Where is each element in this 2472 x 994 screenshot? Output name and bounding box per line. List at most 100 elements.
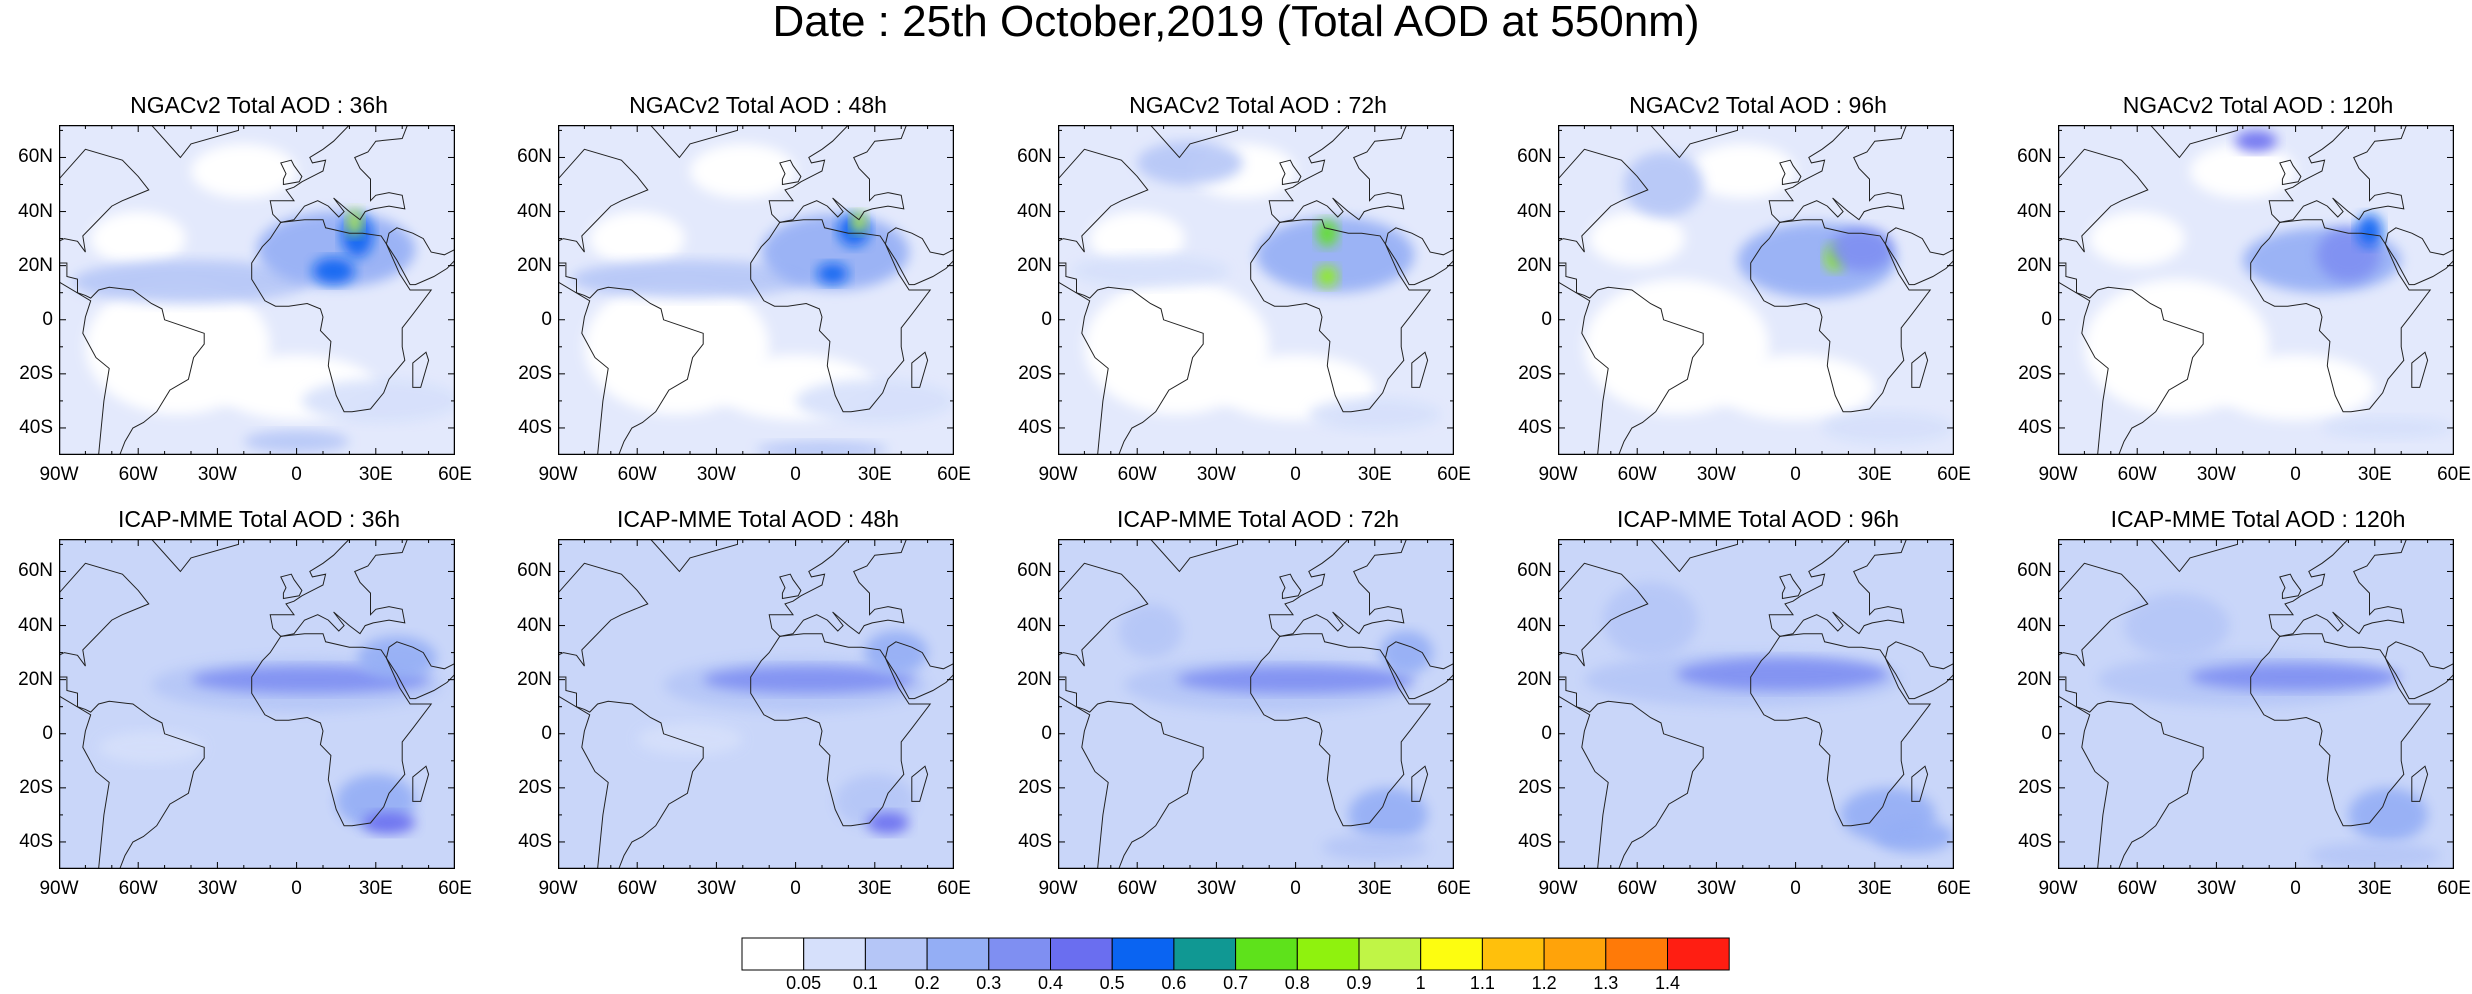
lat-tick-label: 20N [517,254,552,276]
aod-plume [1676,658,1888,691]
colorbar-box [741,937,805,971]
aod-plume [346,208,363,236]
coastline-north-america [558,562,649,667]
aod-plume [1137,141,1243,185]
colorbar-level-label: 0.2 [914,973,940,993]
coastline-central-south-america [558,676,704,869]
map-area [558,539,954,869]
lon-tick-label: 30E [1357,878,1392,899]
lon-tick-label: 30E [2357,464,2392,485]
lon-tick-label: 0 [2290,464,2301,485]
lon-tick-label: 30E [358,464,393,485]
lon-tick-label: 30W [197,878,237,899]
coastline-europe [1768,125,1908,223]
lat-tick-label: 40S [2018,830,2052,852]
aod-plume [312,257,355,285]
aod-plume [1176,666,1415,694]
lon-tick-label: 60E [1937,464,1971,485]
lat-tick-label: 0 [1041,722,1052,744]
colorbar-box [1605,937,1668,971]
lon-tick-label: 0 [790,464,801,485]
lat-tick-label: 60N [1517,146,1552,168]
lat-tick-label: 60N [2017,146,2052,168]
coastline-arabia [385,641,455,700]
aod-clean-region [1089,211,1185,266]
lat-tick-label: 0 [2041,308,2052,330]
coastline-britain [1779,159,1802,186]
coastline-madagascar [1911,351,1929,388]
lon-tick-label: 60E [937,878,971,899]
colorbar-level-label: 1.2 [1531,973,1557,993]
coastline-greenland [602,125,738,159]
aod-map [2058,125,2454,455]
lat-tick-label: 40N [18,200,53,222]
lat-tick-label: 40S [1018,416,1052,438]
map-area [59,539,455,869]
coastline-arabia [1384,641,1454,700]
coastline-north-america [558,148,649,253]
colorbar-box [1050,937,1113,971]
aod-map [59,125,455,455]
coastline-britain [779,159,802,186]
coastline-africa [750,633,932,827]
coastline-central-south-america [1558,676,1704,869]
lon-tick-label: 60W [2117,464,2157,485]
lon-tick-label: 30E [1857,878,1892,899]
map-area [2058,539,2454,869]
lon-tick-label: 30E [857,464,892,485]
map-panel: NGACv2 Total AOD : 48h 60N 40N 20N 0 20S 40S 90… [517,92,971,485]
aod-plume [816,262,849,285]
aod-clean-region [2089,211,2185,266]
aod-plume [1874,820,1954,853]
aod-map [558,125,954,455]
coastline-britain [1779,573,1802,600]
aod-clean-region [1589,211,1685,266]
lat-tick-label: 40S [19,416,53,438]
panel-title: NGACv2 Total AOD : 72h [1129,92,1387,118]
lat-tick-label: 60N [1017,146,1052,168]
colorbar-box [1296,937,1360,971]
aod-clean-region [90,211,186,266]
lat-tick-label: 20S [2018,362,2052,384]
lon-tick-label: 60W [617,464,657,485]
lat-tick-label: 40S [1518,830,1552,852]
coastline-africa [251,219,433,413]
map-panel: NGACv2 Total AOD : 72h 60N 40N 20N 0 20S 40S 90… [1017,92,1471,485]
map-area [1058,125,1454,455]
coastline-britain [779,573,802,600]
lat-tick-label: 20S [2018,776,2052,798]
coastline-arabia [1384,227,1454,286]
coastline-europe [768,125,908,223]
lat-tick-label: 40S [2018,416,2052,438]
coastline-madagascar [412,765,430,802]
coastline-north-america [1558,148,1649,253]
coastline-madagascar [911,765,929,802]
colorbar-box [1667,937,1730,971]
map-area [1058,539,1454,869]
lon-tick-label: 60W [1617,464,1657,485]
lat-tick-label: 40N [517,200,552,222]
coastline-britain [280,573,303,600]
aod-plume [2124,593,2230,659]
aod-map [1058,125,1454,455]
panel-title: NGACv2 Total AOD : 96h [1629,92,1887,118]
map-area [1558,539,1954,869]
aod-plume [1316,219,1338,247]
coastline-north-america [1058,562,1149,667]
aod-plume [357,636,437,680]
colorbar-box [864,937,928,971]
colorbar-level-label: 1.4 [1654,973,1681,993]
coastline-britain [2279,573,2302,600]
map-area [2058,125,2454,455]
coastline-europe [2268,539,2408,637]
coastline-madagascar [2411,351,2429,388]
map-border [1558,125,1954,455]
panel-title: NGACv2 Total AOD : 48h [629,92,887,118]
colorbar-box [803,937,866,971]
lat-tick-label: 40S [518,830,552,852]
lon-tick-label: 0 [1290,464,1301,485]
colorbar-box [1358,937,1422,971]
aod-map [59,539,455,869]
lon-tick-label: 60E [2437,878,2471,899]
lon-tick-label: 0 [291,464,302,485]
